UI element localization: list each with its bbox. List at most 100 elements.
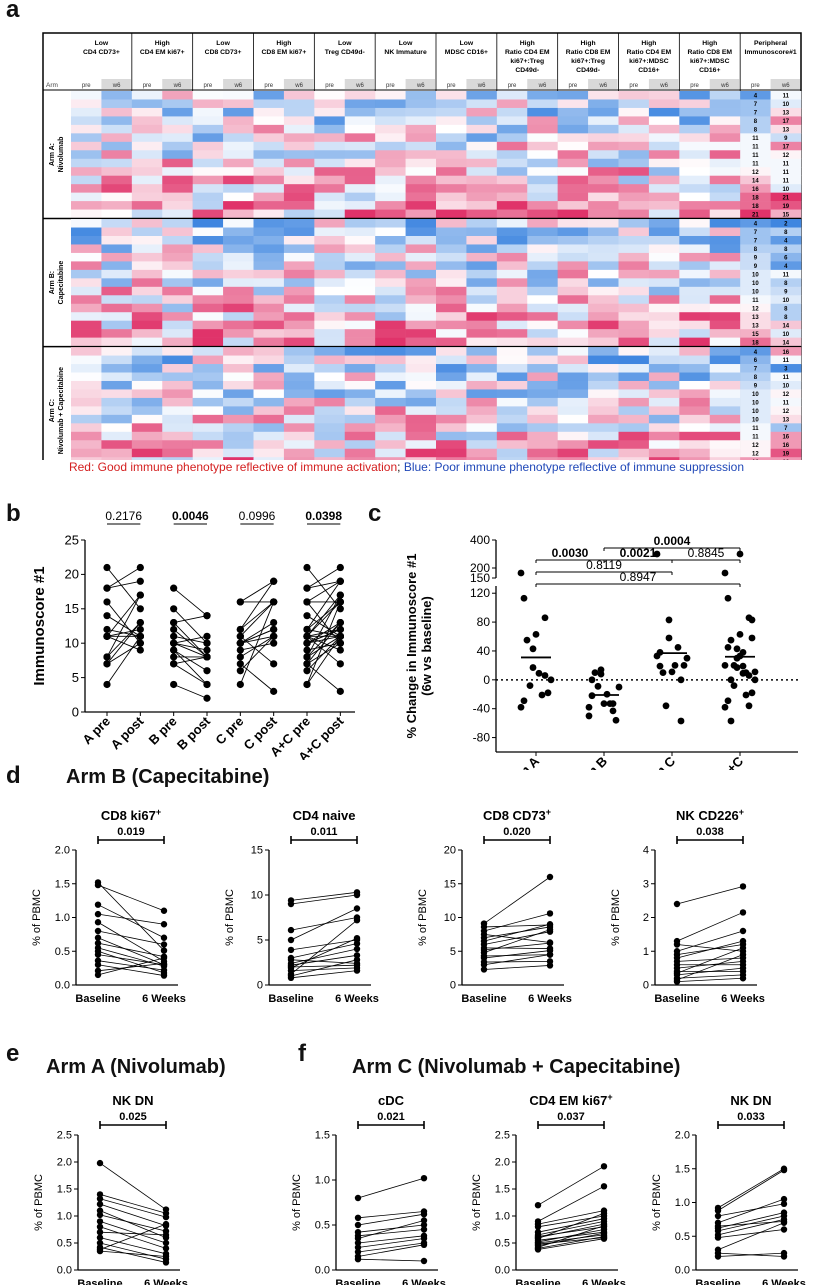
heatmap-cell — [558, 432, 589, 441]
f-chart-1-y-axis-label: % of PBMC — [471, 1174, 483, 1231]
heatmap-cell — [588, 356, 619, 365]
heatmap-cell — [649, 389, 680, 398]
heatmap-cell — [527, 184, 558, 193]
heatmap-cell — [284, 150, 315, 159]
heatmap-cell — [436, 159, 467, 168]
heatmap-cell — [132, 373, 163, 382]
heatmap-cell — [497, 201, 528, 210]
immunoscore-value: 10 — [782, 298, 789, 304]
heatmap-cell — [406, 321, 437, 330]
heatmap-cell — [406, 449, 437, 458]
arm-row-label: Arm A:Nivolumab — [49, 137, 65, 173]
heatmap-cell — [345, 398, 376, 407]
heatmap-cell — [406, 210, 437, 219]
d-chart-3-x-label-6weeks: 6 Weeks — [721, 993, 765, 1005]
f-chart-2-pair-line — [718, 1170, 784, 1211]
heatmap-cell — [375, 184, 406, 193]
heatmap-cell — [254, 253, 285, 262]
heatmap-cell — [375, 236, 406, 245]
heatmap-cell — [254, 91, 285, 100]
heatmap-cell — [649, 159, 680, 168]
f-chart-1-pair-line — [538, 1166, 604, 1205]
d-chart-0-pair-line — [98, 882, 164, 950]
heatmap-cell — [558, 364, 589, 373]
heatmap-cell — [527, 278, 558, 287]
heatmap-cell — [466, 184, 497, 193]
f-chart-0-p-value: 0.021 — [377, 1111, 405, 1123]
heatmap-cell — [497, 150, 528, 159]
d-chart-0-baseline-point — [95, 972, 101, 978]
heatmap-cell — [558, 278, 589, 287]
heatmap-cell — [375, 261, 406, 270]
heatmap-cell — [679, 142, 710, 151]
heatmap-cell — [649, 312, 680, 321]
heatmap-cell — [588, 295, 619, 304]
c-y-axis-label: % Change in Immunoscore #1(6w vs baselin… — [404, 554, 434, 739]
heatmap-cell — [314, 321, 345, 330]
heatmap-cell — [497, 347, 528, 356]
e-chart-baseline-point — [97, 1201, 103, 1207]
f-chart-0-pair-line — [358, 1259, 424, 1261]
heatmap-cell — [375, 364, 406, 373]
d-chart-1-baseline-point — [288, 975, 294, 981]
heatmap-cell — [466, 253, 497, 262]
heatmap-cell — [436, 321, 467, 330]
heatmap-cell — [588, 432, 619, 441]
c-point — [749, 617, 756, 624]
heatmap-cell — [193, 228, 224, 237]
heatmap-cell — [345, 329, 376, 338]
heatmap-cell — [466, 219, 497, 228]
heatmap-cell — [436, 381, 467, 390]
b-pair-line — [174, 616, 207, 623]
d-chart-0-y-tick-label: 1.5 — [55, 878, 70, 890]
heatmap-cell — [375, 329, 406, 338]
b-post-point — [337, 626, 344, 633]
b-pair-line — [174, 643, 207, 650]
heatmap-cell — [406, 159, 437, 168]
heatmap-cell — [710, 228, 741, 237]
heatmap-cell — [436, 406, 467, 415]
b-post-point — [203, 653, 210, 660]
b-post-point — [203, 695, 210, 702]
immunoscore-value: 16 — [782, 350, 789, 356]
w6-subheader: w6 — [173, 83, 182, 89]
header-line: Peripheral — [754, 40, 787, 47]
heatmap-cell — [406, 244, 437, 253]
f-chart-2-y-tick-label: 2.0 — [675, 1130, 690, 1142]
b-post-point — [203, 646, 210, 653]
arm-label-line: Arm B: — [49, 271, 56, 294]
c-y-tick-label: 80 — [477, 615, 491, 629]
heatmap-cell — [406, 108, 437, 117]
heatmap-cell — [345, 415, 376, 424]
heatmap-cell — [223, 150, 254, 159]
heatmap-cell — [679, 347, 710, 356]
heatmap-cell — [101, 219, 132, 228]
header-line: ki67+:MDSC — [690, 58, 730, 65]
heatmap-cell — [223, 440, 254, 449]
heatmap-cell — [101, 167, 132, 176]
b-pre-point — [303, 681, 310, 688]
b-post-point — [137, 619, 144, 626]
pre-subheader: pre — [690, 83, 699, 89]
heatmap-cell — [193, 210, 224, 219]
heatmap-cell — [314, 432, 345, 441]
heatmap-cell — [101, 261, 132, 270]
heatmap-cell — [649, 150, 680, 159]
immunoscore-value: 13 — [782, 111, 789, 117]
d-chart-3-y-tick-label: 1 — [643, 946, 649, 958]
b-pre-point — [237, 660, 244, 667]
heatmap-cell — [497, 364, 528, 373]
heatmap-cell — [162, 321, 193, 330]
heatmap-cell — [406, 295, 437, 304]
b-post-point — [337, 605, 344, 612]
heatmap-cell — [619, 270, 650, 279]
header-line: CD16+ — [699, 67, 720, 74]
c-point — [684, 655, 691, 662]
d-chart-0-baseline-point — [95, 911, 101, 917]
heatmap-cell — [710, 142, 741, 151]
heatmap-cell — [375, 415, 406, 424]
immunoscore-value: 11 — [752, 144, 759, 150]
heatmap-cell — [527, 415, 558, 424]
heatmap-cell — [527, 201, 558, 210]
